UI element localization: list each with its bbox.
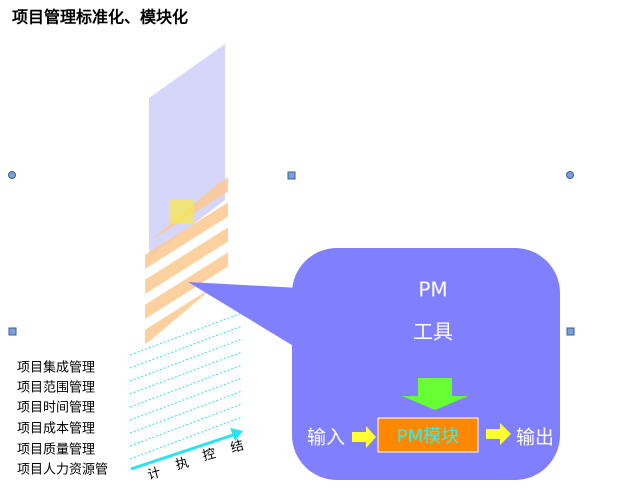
handles bbox=[8, 171, 575, 336]
down-arrow bbox=[402, 378, 468, 410]
arrow-shaft bbox=[130, 432, 237, 471]
title: 项目管理标准化、模块化 bbox=[12, 8, 188, 27]
right-arrow bbox=[486, 423, 511, 445]
output-text: 输出 bbox=[516, 427, 554, 449]
list-item: 项目质量管理 bbox=[17, 443, 95, 458]
list-item: 项目集成管理 bbox=[17, 360, 95, 376]
list-item: 项目范围管理 bbox=[17, 381, 95, 396]
list-item: 项目时间管理 bbox=[17, 401, 95, 416]
highlight bbox=[170, 200, 194, 224]
callout-text: 工具 bbox=[413, 320, 453, 344]
list-item: 项目成本管理 bbox=[17, 422, 95, 437]
phases: 计 执 控 结 bbox=[146, 438, 245, 483]
right-arrow bbox=[352, 426, 376, 448]
module-text: PM模块 bbox=[397, 426, 459, 447]
phase-label: 结 bbox=[229, 438, 245, 456]
band bbox=[149, 44, 225, 258]
module-box bbox=[377, 417, 479, 453]
callout bbox=[292, 248, 560, 480]
phase-label: 计 bbox=[146, 465, 162, 483]
phase-label: 执 bbox=[174, 455, 190, 473]
list-item: 项目人力资源管 bbox=[17, 463, 108, 478]
list: 项目集成管理 项目范围管理 项目时间管理 项目成本管理 项目质量管理 项目人力资… bbox=[17, 360, 108, 478]
callout-tail bbox=[188, 282, 300, 350]
input-text: 输入 bbox=[307, 427, 345, 449]
callout-text: PM bbox=[418, 278, 447, 302]
phase-label: 控 bbox=[201, 446, 217, 464]
arrow-head bbox=[230, 428, 243, 441]
